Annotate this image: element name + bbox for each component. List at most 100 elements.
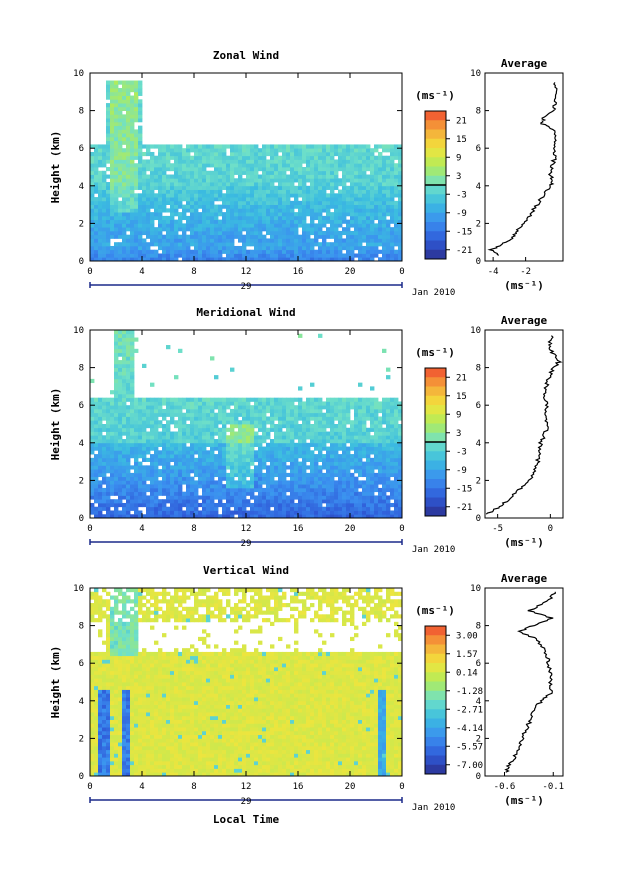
colorbar-tick-label: -1.28 (456, 687, 483, 697)
y-tick-label: 6 (79, 659, 84, 669)
x-tick-label: 0 (399, 267, 404, 277)
x-tick-label: 0 (399, 524, 404, 534)
colorbar-unit: (ms⁻¹) (415, 604, 455, 617)
x-axis-label: Local Time (213, 813, 280, 826)
colorbar-tick-label: -15 (456, 484, 472, 494)
colorbar (424, 110, 447, 260)
y-tick-label: 8 (79, 107, 84, 117)
profile-line (504, 591, 556, 773)
colorbar (424, 367, 447, 517)
colorbar-tick-label: -3 (456, 190, 467, 200)
heatmap-cells (90, 588, 403, 777)
colorbar-frame (424, 625, 447, 775)
y-tick-label: 10 (73, 584, 84, 594)
colorbar-tick-label: -4.14 (456, 724, 483, 734)
colorbar-tick-label: -21 (456, 503, 472, 513)
profile-y-tick-label: 2 (476, 219, 481, 229)
profile-y-tick-label: 10 (470, 69, 481, 79)
colorbar-tick-label: 21 (456, 116, 467, 126)
panel-1: Meridional Wind 0 2 4 6 8 10 Height (km) 0 4 8 12 16… (49, 306, 564, 555)
profile-line (487, 82, 558, 256)
x-tick-label: 12 (241, 267, 252, 277)
colorbar-tick-label: -15 (456, 227, 472, 237)
colorbar-tick-label: -9 (456, 209, 467, 219)
y-tick-label: 8 (79, 622, 84, 632)
profile-y-tick-label: 0 (476, 772, 481, 782)
colorbar-tick-label: 9 (456, 410, 461, 420)
heatmap-cells (90, 330, 403, 519)
colorbar-tick-label: -3 (456, 447, 467, 457)
y-tick-label: 4 (79, 697, 84, 707)
y-tick-label: 6 (79, 401, 84, 411)
profile-frame (484, 329, 564, 519)
y-tick-label: 8 (79, 364, 84, 374)
profile-frame (484, 587, 564, 777)
profile-line (485, 335, 563, 515)
x-tick-label: 8 (191, 524, 196, 534)
x-tick-label: 16 (293, 267, 304, 277)
profile-y-tick-label: 4 (476, 697, 481, 707)
profile-x-tick-label: 0 (548, 524, 553, 534)
profile-y-tick-label: 10 (470, 326, 481, 336)
x-tick-label: 4 (139, 782, 144, 792)
date-label: Jan 2010 (412, 803, 455, 813)
profile-y-tick-label: 2 (476, 476, 481, 486)
profile-y-tick-label: 6 (476, 659, 481, 669)
x-tick-label: 20 (345, 782, 356, 792)
x-tick-label: 4 (139, 267, 144, 277)
profile-x-tick-label: -4 (488, 267, 499, 277)
profile-x-tick-label: -2 (520, 267, 531, 277)
x-tick-label: 8 (191, 267, 196, 277)
chart-title: Zonal Wind (213, 49, 279, 62)
x-tick-label: 16 (293, 524, 304, 534)
x-tick-label: 20 (345, 267, 356, 277)
x-tick-label: 0 (87, 524, 92, 534)
profile-x-label: (ms⁻¹) (504, 279, 544, 292)
y-axis-label: Height (km) (49, 131, 62, 204)
y-tick-label: 0 (79, 772, 84, 782)
date-day-label: 29 (241, 282, 252, 292)
colorbar-tick-label: 3 (456, 172, 461, 182)
colorbar-tick-label: 21 (456, 373, 467, 383)
profile-y-tick-label: 6 (476, 401, 481, 411)
profile-title: Average (501, 572, 548, 585)
chart-title: Vertical Wind (203, 564, 289, 577)
profile-y-tick-label: 0 (476, 514, 481, 524)
profile-y-tick-label: 8 (476, 364, 481, 374)
profile-title: Average (501, 57, 548, 70)
profile-title: Average (501, 314, 548, 327)
date-day-label: 29 (241, 797, 252, 807)
y-axis-label: Height (km) (49, 646, 62, 719)
profile-y-tick-label: 8 (476, 622, 481, 632)
x-tick-label: 12 (241, 524, 252, 534)
y-tick-label: 6 (79, 144, 84, 154)
y-tick-label: 2 (79, 476, 84, 486)
x-tick-label: 4 (139, 524, 144, 534)
profile-x-tick-label: -0.6 (494, 782, 516, 792)
colorbar-unit: (ms⁻¹) (415, 89, 455, 102)
colorbar-tick-label: 15 (456, 392, 467, 402)
profile-y-tick-label: 0 (476, 257, 481, 267)
profile-x-label: (ms⁻¹) (504, 536, 544, 549)
profile-y-tick-label: 6 (476, 144, 481, 154)
colorbar-tick-label: 9 (456, 153, 461, 163)
y-tick-label: 10 (73, 69, 84, 79)
y-tick-label: 4 (79, 439, 84, 449)
profile-y-tick-label: 4 (476, 439, 481, 449)
y-axis-label: Height (km) (49, 388, 62, 461)
x-tick-label: 0 (87, 782, 92, 792)
y-tick-label: 0 (79, 514, 84, 524)
x-tick-label: 20 (345, 524, 356, 534)
colorbar-tick-label: -21 (456, 246, 472, 256)
colorbar-tick-label: 3 (456, 429, 461, 439)
y-tick-label: 10 (73, 326, 84, 336)
date-day-label: 29 (241, 539, 252, 549)
profile-y-tick-label: 10 (470, 584, 481, 594)
colorbar-tick-label: -2.71 (456, 705, 483, 715)
x-tick-label: 16 (293, 782, 304, 792)
colorbar-tick-label: -7.00 (456, 761, 483, 771)
y-tick-label: 0 (79, 257, 84, 267)
x-tick-label: 0 (399, 782, 404, 792)
